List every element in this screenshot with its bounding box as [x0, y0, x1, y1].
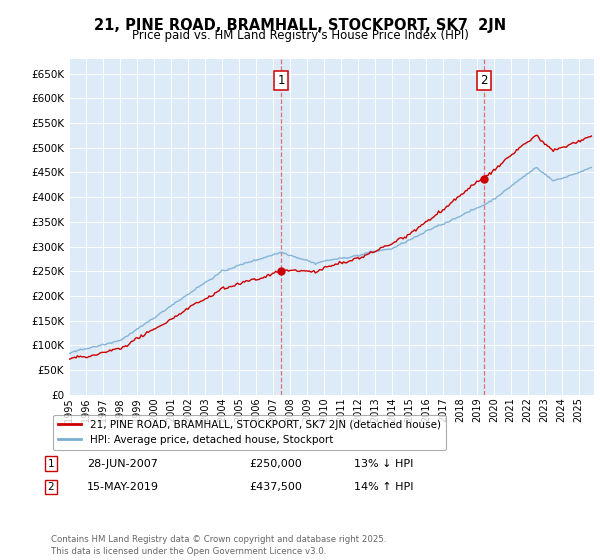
Text: 15-MAY-2019: 15-MAY-2019 — [87, 482, 159, 492]
Text: 28-JUN-2007: 28-JUN-2007 — [87, 459, 158, 469]
Text: Contains HM Land Registry data © Crown copyright and database right 2025.
This d: Contains HM Land Registry data © Crown c… — [51, 535, 386, 556]
Text: £250,000: £250,000 — [249, 459, 302, 469]
Text: £437,500: £437,500 — [249, 482, 302, 492]
Text: 2: 2 — [480, 74, 488, 87]
Text: 1: 1 — [47, 459, 55, 469]
Text: 2: 2 — [47, 482, 55, 492]
Text: 13% ↓ HPI: 13% ↓ HPI — [354, 459, 413, 469]
Legend: 21, PINE ROAD, BRAMHALL, STOCKPORT, SK7 2JN (detached house), HPI: Average price: 21, PINE ROAD, BRAMHALL, STOCKPORT, SK7 … — [53, 415, 446, 450]
Text: 14% ↑ HPI: 14% ↑ HPI — [354, 482, 413, 492]
Text: 1: 1 — [278, 74, 285, 87]
Text: Price paid vs. HM Land Registry's House Price Index (HPI): Price paid vs. HM Land Registry's House … — [131, 29, 469, 42]
Text: 21, PINE ROAD, BRAMHALL, STOCKPORT, SK7  2JN: 21, PINE ROAD, BRAMHALL, STOCKPORT, SK7 … — [94, 18, 506, 33]
